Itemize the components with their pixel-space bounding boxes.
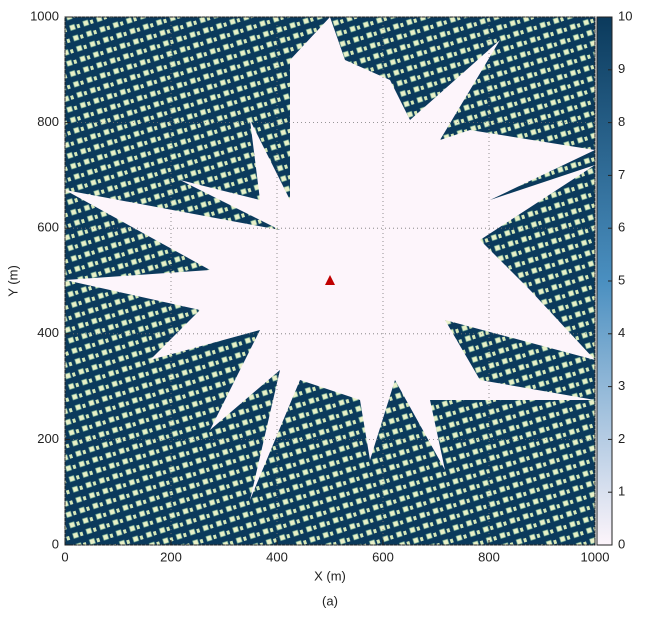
colorbar-tick-label: 0 (618, 536, 625, 551)
x-tick-label: 200 (160, 549, 182, 564)
colorbar-tick-label: 5 (618, 272, 625, 287)
y-tick-label: 1000 (30, 8, 59, 23)
colorbar-tick-label: 9 (618, 61, 625, 76)
x-tick-label: 600 (372, 549, 394, 564)
x-tick-label: 0 (61, 549, 68, 564)
x-axis-label: X (m) (314, 568, 346, 583)
colorbar-tick-label: 10 (618, 8, 632, 23)
colorbar-tick-label: 7 (618, 167, 625, 182)
y-tick-label: 200 (37, 431, 59, 446)
colorbar-tick-label: 8 (618, 114, 625, 129)
x-tick-label: 400 (266, 549, 288, 564)
x-tick-label: 1000 (581, 549, 610, 564)
chart: X (m) Y (m) (a) 0 200 400 600 800 1000 0 200 400… (0, 0, 646, 613)
y-tick-label: 0 (52, 536, 59, 551)
colorbar-tick-label: 4 (618, 325, 625, 340)
y-tick-label: 600 (37, 220, 59, 235)
colorbar-tick-label: 1 (618, 484, 625, 499)
caption: (a) (322, 593, 338, 608)
colorbar-tick-label: 3 (618, 378, 625, 393)
y-tick-label: 400 (37, 325, 59, 340)
colorbar-tick-label: 2 (618, 431, 625, 446)
y-tick-label: 800 (37, 114, 59, 129)
y-axis-label: Y (m) (5, 265, 20, 297)
x-tick-label: 800 (478, 549, 500, 564)
colorbar-tick-label: 6 (618, 220, 625, 235)
